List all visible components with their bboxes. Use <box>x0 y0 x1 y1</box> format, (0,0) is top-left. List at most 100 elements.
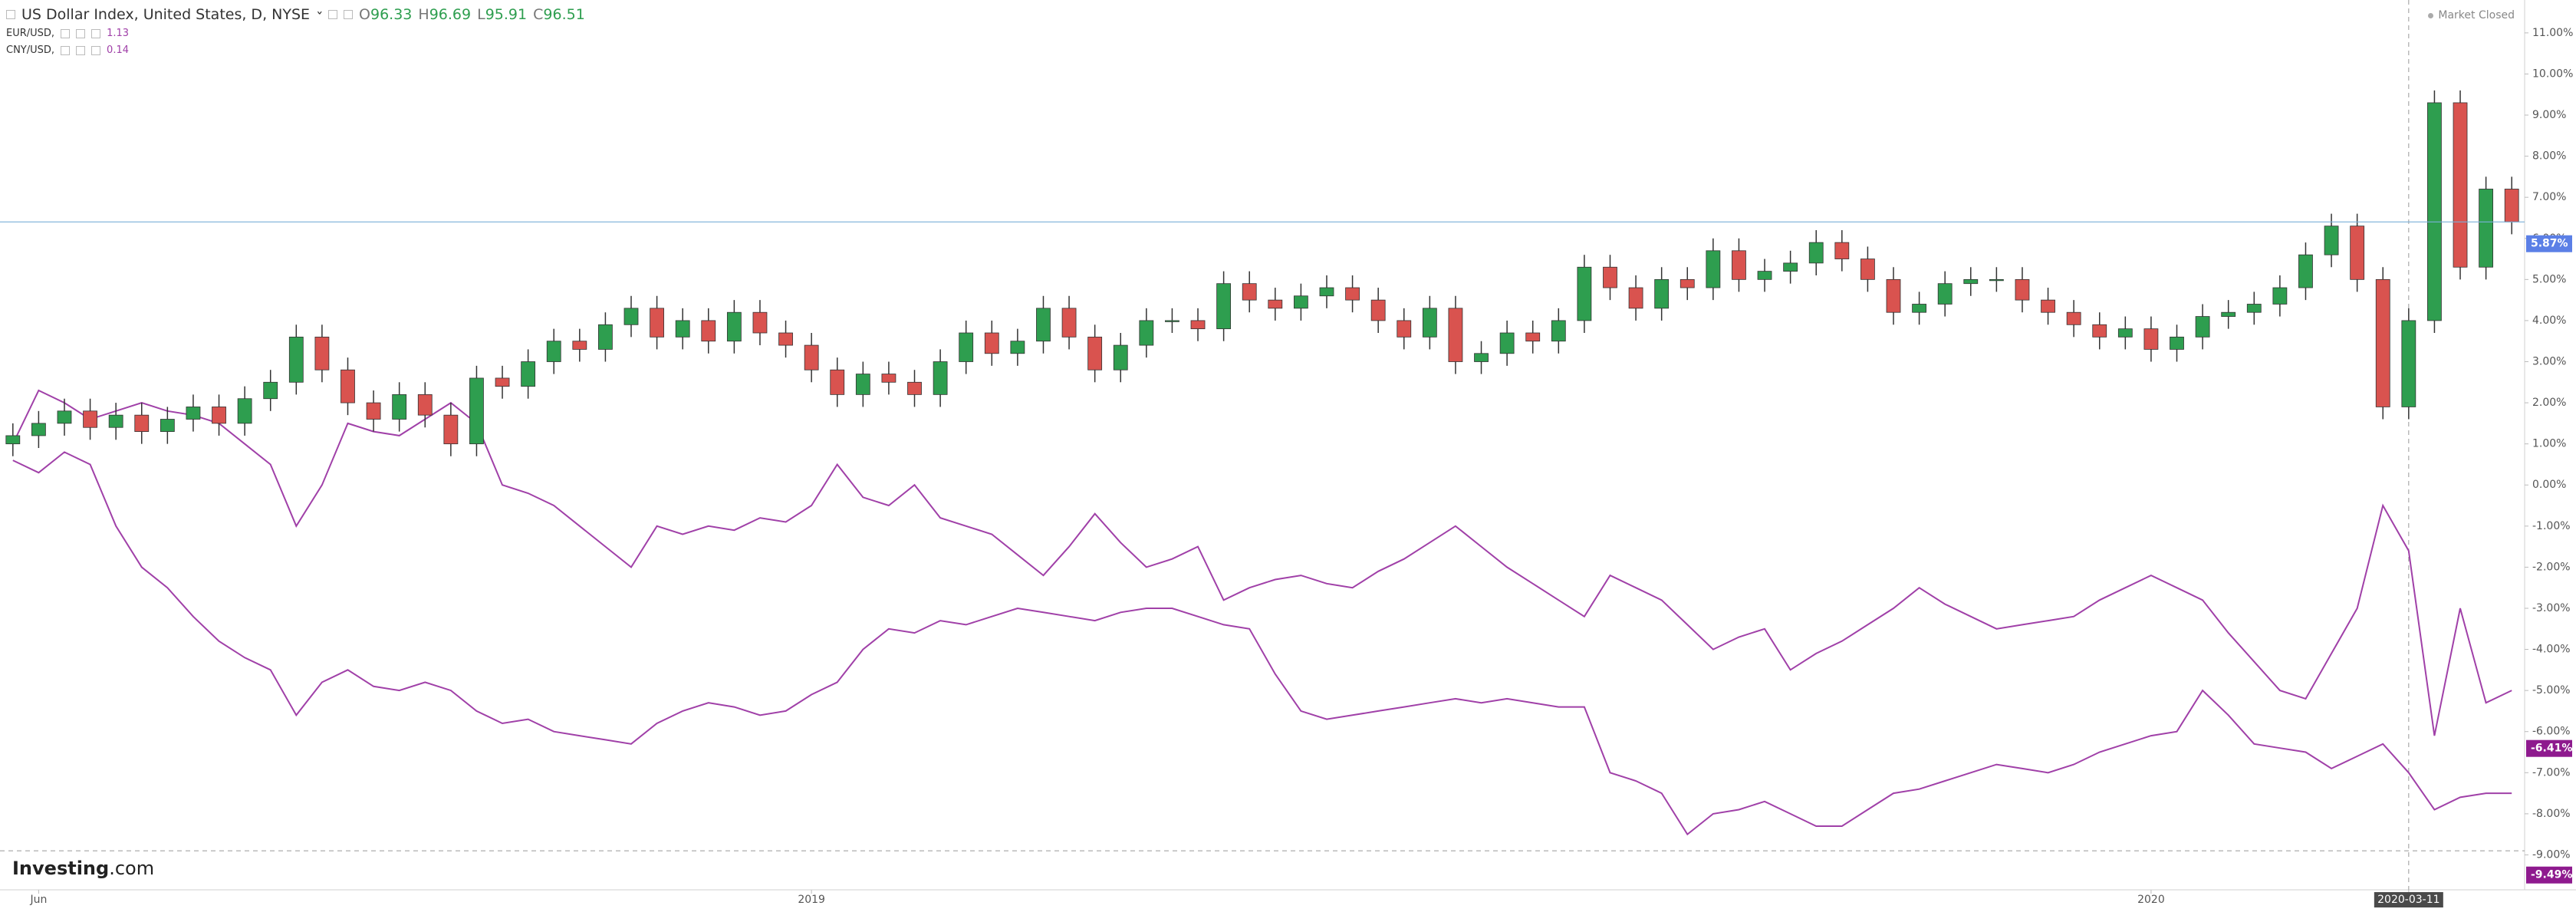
overlay-legend: CNY/USD, 0.14 <box>6 44 129 56</box>
y-tick-label: -3.00% <box>2532 602 2571 614</box>
candle-body <box>1319 287 1334 297</box>
candle-body <box>830 369 845 395</box>
crosshair-x-label: 2020-03-11 <box>2377 894 2439 906</box>
candle-body <box>1783 262 1798 272</box>
candle-body <box>237 398 252 424</box>
candle-body <box>212 407 226 424</box>
ohlc-key: L <box>477 6 485 23</box>
x-tick-label: Jun <box>29 894 47 906</box>
candle-body <box>1087 336 1103 371</box>
candle-body <box>31 423 46 436</box>
ohlc-key: C <box>533 6 544 23</box>
overlay-line <box>12 389 2512 736</box>
candle-body <box>263 381 278 400</box>
candle-body <box>881 374 897 383</box>
candle-body <box>1345 287 1360 301</box>
y-tick-label: -1.00% <box>2532 520 2571 532</box>
y-tick-label: -4.00% <box>2532 644 2571 656</box>
y-tick-label: 11.00% <box>2532 27 2573 39</box>
candle-body <box>1860 259 1875 280</box>
y-tick-label: -7.00% <box>2532 766 2571 779</box>
candle-body <box>1679 278 1695 288</box>
ohlc-item: H96.69 <box>418 6 471 23</box>
candle-body <box>288 336 304 383</box>
axis-value-box <box>2526 866 2572 884</box>
candle-body <box>1603 266 1617 288</box>
candle-body <box>778 332 793 346</box>
overlay-line <box>12 451 2512 836</box>
x-tick-label: 2020 <box>2137 894 2165 906</box>
legend-value: 1.13 <box>107 28 130 39</box>
candle-body <box>1989 278 2004 282</box>
collapse-icon[interactable] <box>6 10 15 19</box>
eye-icon[interactable] <box>61 45 71 55</box>
logo: Investing.com <box>12 858 154 879</box>
settings-icon[interactable] <box>76 28 86 38</box>
ohlc-key: O <box>359 6 370 23</box>
candle-body <box>2272 287 2288 305</box>
menu-icon[interactable]: ˇ <box>316 10 324 27</box>
y-tick-label: 10.00% <box>2532 68 2573 80</box>
candle-body <box>546 341 561 362</box>
candle-body <box>83 410 97 428</box>
y-tick-label: -5.00% <box>2532 684 2571 697</box>
candle-body <box>1268 299 1283 309</box>
candle-body <box>650 308 664 338</box>
candle-body <box>1010 341 1025 354</box>
candle-body <box>984 332 999 354</box>
candle-body <box>2427 102 2442 321</box>
y-tick-label: 2.00% <box>2532 397 2566 409</box>
logo-brand: Investing <box>12 858 110 879</box>
candle-body <box>1937 283 1953 305</box>
candle-body <box>2117 328 2133 338</box>
ohlc-value: 96.33 <box>370 6 413 23</box>
candle-body <box>804 344 819 371</box>
candle-body <box>1886 278 1901 313</box>
candle-body <box>1061 308 1077 338</box>
chart-title: US Dollar Index, United States, D, NYSE <box>21 6 311 23</box>
crosshair-x-box <box>2374 892 2443 907</box>
y-tick-label: 3.00% <box>2532 356 2566 368</box>
eye-icon[interactable] <box>61 28 71 38</box>
candle-body <box>1216 283 1232 330</box>
candle-body <box>5 435 21 445</box>
candle-body <box>1113 344 1128 371</box>
y-tick-label: 8.00% <box>2532 150 2566 163</box>
axis-value-label: -9.49% <box>2531 869 2572 881</box>
ohlc-value: 95.91 <box>485 6 528 23</box>
candle-body <box>1293 295 1308 309</box>
candle-body <box>2401 320 2416 407</box>
candle-body <box>57 410 72 424</box>
close-icon[interactable] <box>344 10 354 19</box>
close-icon[interactable] <box>91 45 101 55</box>
y-tick-label: -9.00% <box>2532 848 2571 861</box>
candle-body <box>495 377 510 387</box>
y-tick-label: 5.00% <box>2532 273 2566 285</box>
candle-body <box>907 381 922 395</box>
candle-body <box>726 311 742 342</box>
candle-body <box>2504 189 2519 222</box>
settings-icon[interactable] <box>328 10 338 19</box>
settings-icon[interactable] <box>76 45 86 55</box>
candle-body <box>675 320 690 338</box>
y-tick-label: -6.00% <box>2532 726 2571 738</box>
candle-body <box>2298 254 2313 288</box>
candle-body <box>959 332 974 362</box>
candle-body <box>1448 308 1463 362</box>
axis-value-box <box>2526 739 2572 757</box>
candle-body <box>933 361 948 395</box>
overlay-legend: EUR/USD, 1.13 <box>6 28 129 39</box>
candle-body <box>1757 271 1772 280</box>
close-icon[interactable] <box>91 28 101 38</box>
candle-body <box>855 374 870 395</box>
y-tick-label: 7.00% <box>2532 191 2566 203</box>
x-tick-label: 2019 <box>798 894 825 906</box>
ohlc-item: L95.91 <box>477 6 527 23</box>
y-tick-label: -8.00% <box>2532 808 2571 820</box>
candle-body <box>2092 324 2107 338</box>
candle-body <box>572 341 587 350</box>
ohlc-item: O96.33 <box>359 6 412 23</box>
candle-body <box>314 336 330 371</box>
candle-body <box>366 402 381 420</box>
